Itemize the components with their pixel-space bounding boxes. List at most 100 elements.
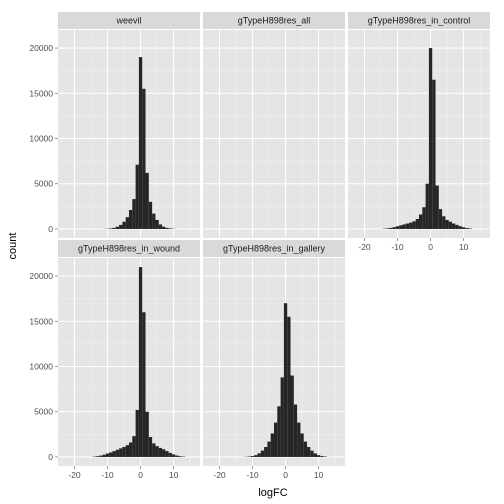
histogram-bar [291,376,294,457]
histogram-bar [320,456,323,457]
x-tick-label: 0 [283,470,288,480]
x-tick-label: -10 [101,470,114,480]
histogram-bar [294,405,297,457]
histogram-bar [304,442,307,457]
histogram-bar [172,454,175,457]
histogram-bar [152,214,155,229]
facet-panel-1: gTypeH898res_all [203,12,345,238]
histogram-bar [162,227,165,229]
histogram-bar [175,456,178,457]
histogram-bar [297,423,300,457]
histogram-bar [436,186,439,229]
histogram-bar [314,453,317,457]
histogram-bar [439,209,442,229]
histogram-bar [169,228,172,229]
x-tick-label: -20 [213,470,226,480]
histogram-bar [132,436,135,457]
histogram-bar [126,217,129,229]
histogram-bar [103,455,106,457]
histogram-bar [261,451,264,457]
histogram-bar [109,228,112,229]
histogram-bar [139,57,142,229]
y-tick-label: 10000 [29,134,53,144]
histogram-bar [307,447,310,457]
histogram-bar [129,442,132,456]
histogram-bar [409,223,412,229]
histogram-bar [169,453,172,457]
histogram-bar [142,312,145,457]
y-tick-label: 0 [48,452,53,462]
panel-background [58,258,200,466]
histogram-bar [459,226,462,229]
histogram-bar [119,448,122,457]
histogram-bar [159,224,162,229]
y-tick-label: 5000 [34,407,53,417]
facet-strip-label: gTypeH898res_all [238,16,311,26]
histogram-bar [462,227,465,229]
x-tick-label: 0 [428,242,433,252]
histogram-bar [165,451,168,457]
histogram-bar [426,184,429,229]
histogram-bar [442,216,445,229]
histogram-bar [393,227,396,229]
x-tick-label: -20 [358,242,371,252]
histogram-bar [445,220,448,229]
y-tick-label: 10000 [29,362,53,372]
histogram-bar [274,423,277,457]
facet-strip-label: gTypeH898res_in_wound [78,244,180,254]
histogram-bar [122,222,125,229]
histogram-bar [155,220,158,229]
x-tick-label: 10 [169,470,179,480]
y-tick-label: 0 [48,224,53,234]
histogram-bar [416,219,419,229]
histogram-bar [257,453,260,457]
histogram-bar [149,202,152,229]
histogram-bar [300,433,303,457]
histogram-bar [284,303,287,457]
facet-strip-label: gTypeH898res_in_gallery [223,244,326,254]
facet-panel-2: gTypeH898res_in_control -20 -10 0 10 [348,12,490,252]
histogram-bar [402,224,405,229]
facet-strip-label: gTypeH898res_in_control [368,16,471,26]
panel-background [203,30,345,238]
histogram-bar [162,449,165,457]
histogram-bar [132,199,135,229]
histogram-bar [432,80,435,229]
x-tick-label: 10 [459,242,469,252]
y-tick-label: 5000 [34,179,53,189]
x-axis-title: logFC [258,487,287,499]
histogram-bar [251,456,254,457]
histogram-bar [264,447,267,457]
panel-background [348,30,490,238]
y-tick-label: 15000 [29,316,53,326]
histogram-bar [136,410,139,457]
histogram-bar [139,267,142,457]
histogram-bar [159,448,162,457]
histogram-bar [449,222,452,229]
histogram-bar [152,443,155,457]
histogram-bar [112,451,115,457]
histogram-bar [452,224,455,229]
histogram-bar [116,450,119,457]
histogram-bar [267,442,270,457]
histogram-bar [396,226,399,229]
facet-panel-3: gTypeH898res_in_wound 0 5000 10000 15000 2000… [29,240,200,480]
y-axis-title: count [7,233,19,260]
histogram-bar [155,446,158,457]
x-tick-label: -10 [391,242,404,252]
histogram-bar [287,317,290,457]
histogram-bar [165,228,168,229]
histogram-bar [99,456,102,457]
histogram-bar [126,445,129,457]
histogram-bar [422,207,425,229]
panel-background [58,30,200,238]
histogram-bar [465,228,468,229]
histogram-bar [254,455,257,457]
x-tick-label: -10 [246,470,259,480]
histogram-bar [146,412,149,457]
histogram-bar [399,225,402,229]
x-tick-label: -20 [68,470,81,480]
y-tick-label: 20000 [29,271,53,281]
